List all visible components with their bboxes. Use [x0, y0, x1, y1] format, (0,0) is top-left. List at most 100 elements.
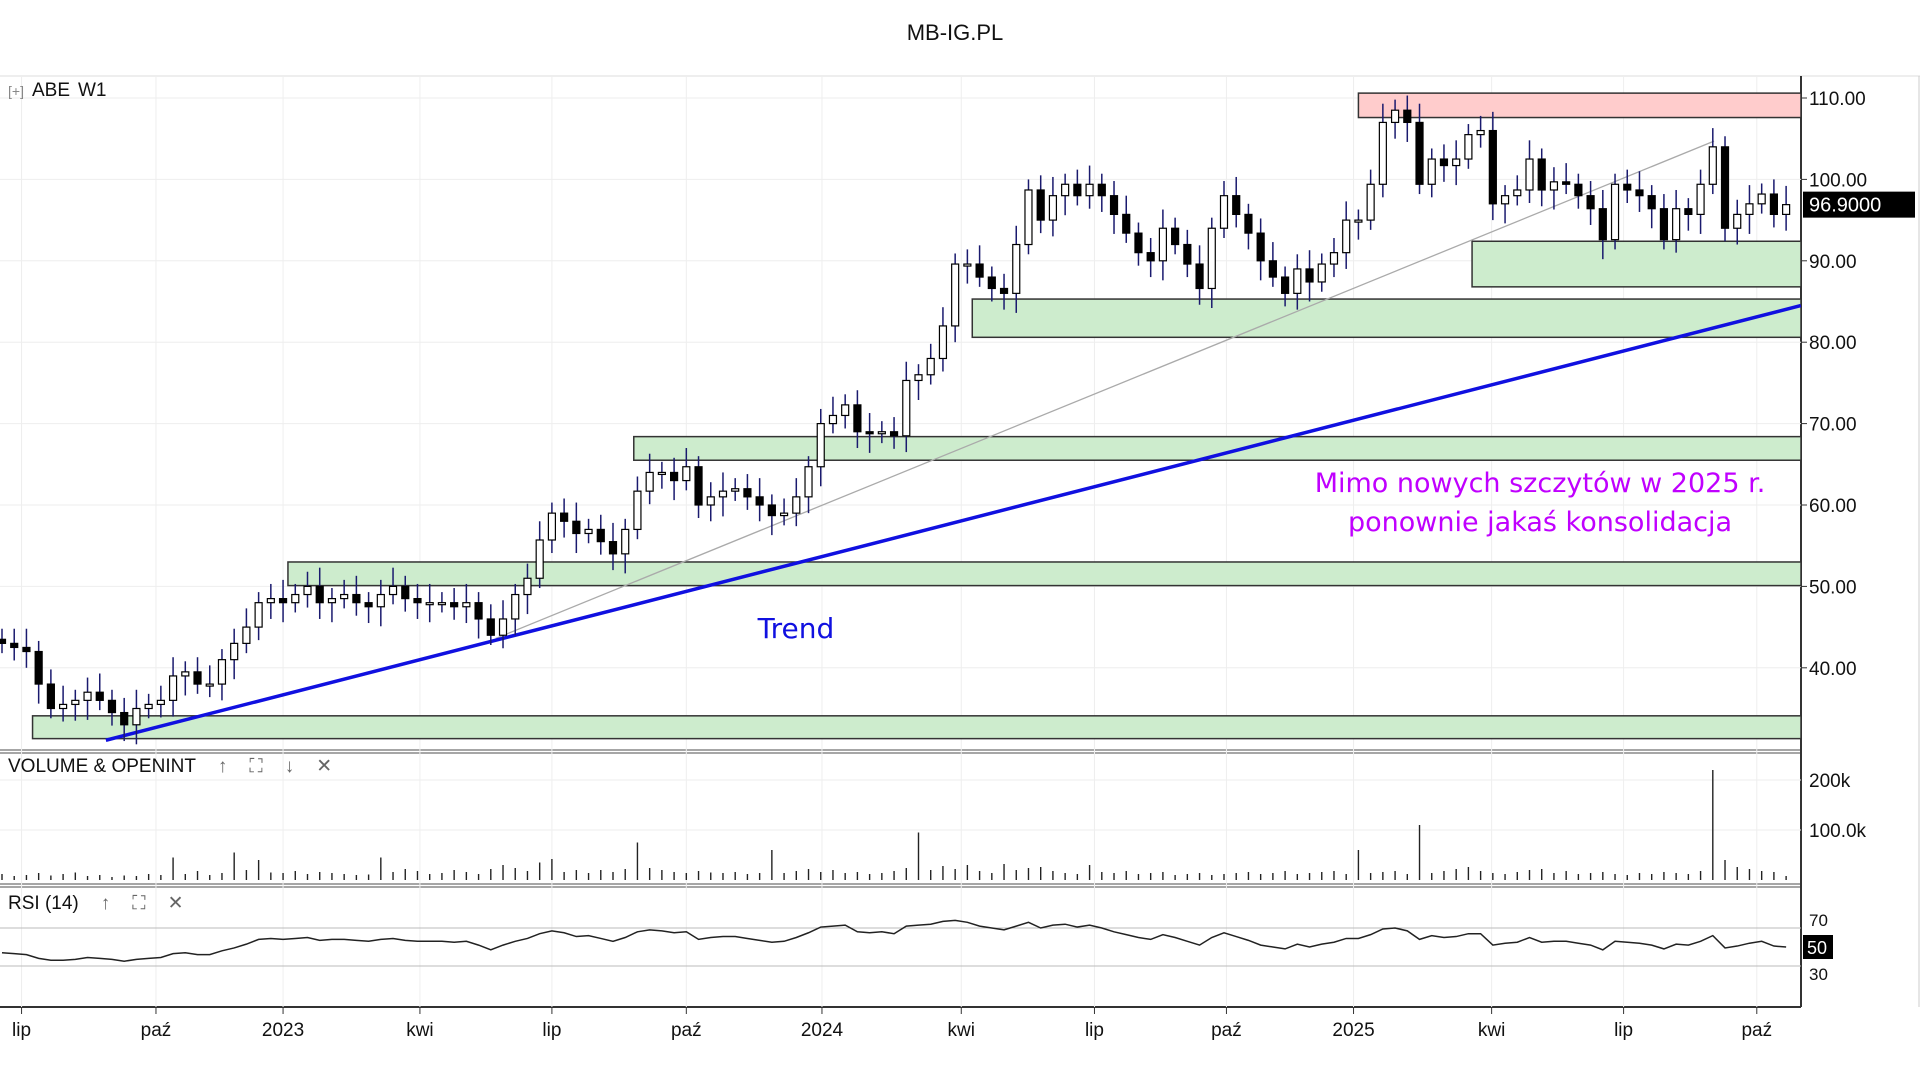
candle: [987, 266, 996, 302]
volume-tick-label: 100.0k: [1809, 821, 1867, 842]
candle: [1500, 185, 1510, 224]
candle: [71, 689, 80, 721]
symbol-label: ABE: [31, 80, 70, 101]
candle: [376, 579, 385, 627]
candle-body-up: [168, 675, 178, 701]
move-up-icon[interactable]: ↑: [100, 892, 111, 914]
candle: [1219, 181, 1229, 239]
candle: [779, 498, 789, 526]
candle: [1378, 103, 1387, 198]
candle: [804, 456, 813, 514]
candle-body-up: [1476, 129, 1485, 136]
move-up-icon[interactable]: ↑: [217, 755, 228, 777]
candle: [1549, 167, 1559, 210]
candle: [633, 476, 642, 540]
candle-body-down: [1562, 181, 1571, 185]
move-down-icon[interactable]: ↓: [284, 755, 295, 777]
maximize-icon[interactable]: ⛶: [132, 892, 146, 914]
candle-body-up: [657, 471, 666, 476]
candle: [1061, 173, 1070, 216]
candle-body-up: [1061, 183, 1070, 197]
candle: [303, 571, 312, 608]
candle-body-up: [1048, 195, 1058, 221]
candle-body-up: [1610, 183, 1620, 241]
candle: [1012, 225, 1021, 313]
candle: [694, 456, 703, 519]
candle: [1097, 173, 1106, 212]
x-tick-label: lip: [1614, 1020, 1633, 1041]
candle-body-down: [1171, 227, 1180, 246]
candle-body-down: [1659, 208, 1669, 241]
candle: [1268, 242, 1277, 287]
candle-body-up: [682, 466, 691, 482]
candle: [168, 657, 178, 717]
candle: [205, 665, 214, 698]
expand-icon[interactable]: [+]: [8, 83, 24, 99]
candle-body-down: [1036, 189, 1045, 221]
support-zone: [971, 298, 1802, 339]
candle: [1733, 199, 1742, 245]
candle-body-up: [1549, 181, 1559, 191]
candle-body-down: [1183, 243, 1192, 265]
candle-body-down: [364, 602, 373, 608]
candle-body-down: [1122, 213, 1131, 234]
candle-body-down: [401, 585, 410, 600]
candle: [462, 583, 471, 624]
trend-annotation: Trend: [757, 612, 835, 645]
candle: [1598, 189, 1607, 260]
candle: [1720, 136, 1730, 242]
x-tick-label: paź: [1211, 1020, 1242, 1041]
candle-body-down: [755, 496, 764, 506]
candle-body-up: [1219, 195, 1229, 229]
candle-body-up: [779, 512, 789, 517]
candle: [1647, 185, 1656, 229]
candle: [1476, 115, 1485, 148]
candle-body-up: [1366, 183, 1375, 221]
support-zone: [287, 561, 1802, 587]
candle-body-up: [1390, 109, 1400, 124]
candle: [95, 673, 104, 711]
maximize-icon[interactable]: ⛶: [249, 755, 263, 777]
candle: [1305, 250, 1314, 302]
y-tick-label: 110.00: [1809, 89, 1866, 110]
candle: [938, 307, 948, 372]
candle: [1586, 181, 1595, 225]
close-icon[interactable]: ✕: [167, 893, 184, 914]
candle-body-up: [462, 602, 471, 608]
candle-body-up: [963, 263, 972, 267]
x-tick-label: lip: [1085, 1020, 1104, 1041]
candle: [230, 628, 239, 680]
candle-body-up: [828, 414, 838, 425]
volume-tick-label: 200k: [1809, 771, 1851, 792]
candle: [1366, 169, 1375, 230]
candle: [327, 588, 337, 623]
candle-body-up: [291, 593, 300, 604]
close-icon[interactable]: ✕: [316, 756, 333, 777]
candle: [1036, 175, 1045, 234]
candle: [657, 461, 666, 489]
candle: [1427, 148, 1436, 198]
volume-pane-label: VOLUME & OPENINT: [8, 755, 196, 777]
candle-body-down: [120, 711, 129, 726]
candle-body-down: [1305, 268, 1314, 283]
candle: [1244, 203, 1253, 250]
candle-body-down: [1109, 195, 1119, 216]
candle: [486, 604, 495, 646]
candle-body-up: [914, 374, 923, 382]
candle: [792, 478, 801, 527]
x-tick-label: lip: [12, 1020, 31, 1041]
candle: [731, 478, 740, 501]
candle: [1158, 209, 1168, 281]
candle-body-down: [1439, 158, 1449, 167]
candle-body-down: [193, 671, 202, 685]
candle: [645, 453, 654, 505]
x-tick-label: lip: [542, 1020, 561, 1041]
candle-body-down: [450, 602, 459, 608]
candle: [718, 472, 728, 517]
candle: [865, 413, 874, 453]
x-tick-label: kwi: [406, 1020, 433, 1041]
candle: [743, 474, 752, 510]
candle: [1146, 238, 1155, 278]
candle: [1782, 185, 1791, 231]
